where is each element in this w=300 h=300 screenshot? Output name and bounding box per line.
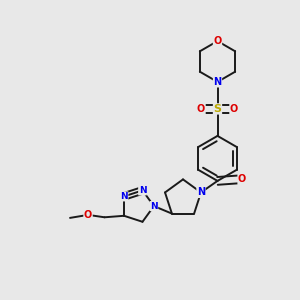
Text: N: N — [139, 186, 146, 195]
Text: O: O — [238, 174, 246, 184]
Text: O: O — [84, 210, 92, 220]
Text: N: N — [213, 77, 222, 87]
Text: O: O — [213, 36, 222, 46]
Text: O: O — [230, 104, 238, 114]
Text: S: S — [214, 104, 221, 114]
Text: N: N — [197, 188, 205, 197]
Text: O: O — [197, 104, 205, 114]
Text: N: N — [120, 192, 128, 201]
Text: N: N — [150, 202, 158, 211]
